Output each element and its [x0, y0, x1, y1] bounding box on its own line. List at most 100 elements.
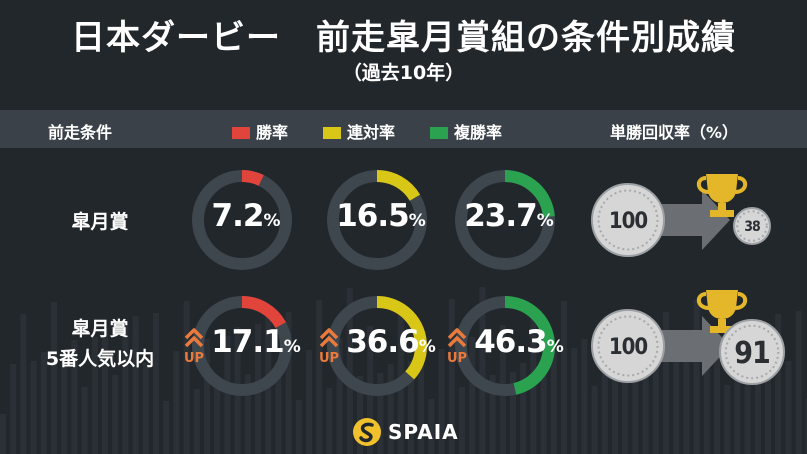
up-text: UP [319, 351, 339, 366]
background-bar [663, 312, 669, 454]
trophy-part [718, 203, 726, 210]
value-number: 17.1 [211, 324, 284, 360]
background-bar [683, 350, 690, 454]
background-bar [479, 287, 486, 454]
header-condition: 前走条件 [48, 123, 113, 142]
background-bar [102, 328, 108, 454]
coin-face [719, 319, 785, 385]
trophy-icon [696, 174, 748, 217]
background-bar [612, 327, 618, 454]
legend-place2-label: 連対率 [347, 123, 396, 142]
ring-arc-place2 [327, 296, 427, 396]
legend-win: 勝率 [232, 119, 288, 143]
background-bar [775, 314, 782, 454]
background-bar [805, 399, 807, 454]
page-subtitle: （過去10年） [342, 62, 465, 84]
spaia-logo-icon [353, 418, 381, 446]
coin-rim [724, 324, 780, 380]
background-bar [122, 325, 129, 454]
background-bar [652, 362, 659, 454]
background-bar [703, 347, 710, 454]
value-number: 46.3 [474, 324, 547, 360]
background-bar [10, 364, 17, 454]
background-bar [214, 386, 221, 454]
coin-face [591, 183, 665, 257]
background-bar [346, 288, 353, 454]
coin-value: 38 [744, 219, 760, 235]
background-bar [91, 337, 98, 454]
arrow-icon [660, 190, 730, 250]
background-bar [244, 374, 251, 454]
row2-label-line2: 5番人気以内 [45, 348, 155, 370]
background-bar [153, 313, 159, 454]
value-number: 36.6 [346, 324, 419, 360]
background-bar [428, 399, 435, 454]
value-label-place3-row1: 23.7% [449, 198, 569, 234]
background-bar [30, 361, 37, 454]
legend-place2-swatch [323, 127, 341, 139]
legend-place3-label: 複勝率 [454, 123, 503, 142]
up-chevron [184, 336, 204, 348]
background-bar [0, 414, 6, 454]
trophy-handle [696, 176, 710, 194]
ring-arc-place3 [455, 296, 555, 396]
background-bar [469, 337, 476, 454]
background-bar [765, 323, 771, 454]
return-coin-row1: 38 [733, 207, 771, 245]
up-text: UP [184, 351, 204, 366]
up-icon: UP [184, 328, 204, 366]
up-icon: UP [319, 328, 339, 366]
background-bar [510, 372, 516, 454]
background-bar [642, 371, 649, 454]
legend-place2: 連対率 [323, 119, 395, 143]
background-bar [438, 349, 445, 454]
return-coin-row2: 91 [719, 319, 785, 385]
background-bar [622, 374, 629, 454]
ring-win-row2 [192, 296, 292, 396]
background-bar [204, 339, 210, 454]
up-chevron [447, 336, 467, 348]
percent-sign: % [283, 337, 301, 357]
trophy-part [718, 319, 726, 326]
ring-place3-row1 [455, 170, 555, 270]
background-bar [163, 401, 170, 454]
trophy-part [706, 290, 738, 319]
legend-win-label: 勝率 [256, 123, 289, 142]
coin-value: 91 [734, 336, 770, 371]
background-bar [550, 351, 557, 454]
value-number: 23.7 [464, 198, 537, 234]
legend-win-swatch [232, 127, 250, 139]
background-bar [785, 361, 792, 454]
background-bar [571, 348, 578, 454]
ring-win-row1 [192, 170, 292, 270]
background-bar [601, 336, 608, 454]
background-bar [489, 375, 496, 454]
coin-value: 100 [609, 209, 648, 234]
up-icon: UP [447, 328, 467, 366]
background-bar [306, 350, 312, 454]
background-bar [357, 376, 363, 454]
ring-place2-row1 [327, 170, 427, 270]
trophy-part [706, 174, 738, 203]
row1-label-line1: 皐月賞 [71, 211, 129, 233]
background-bar [387, 364, 394, 454]
up-chevron [447, 328, 467, 340]
background-bar [418, 352, 425, 454]
background-bar [173, 351, 180, 454]
legend-place3: 複勝率 [430, 119, 502, 143]
background-bar [408, 361, 414, 454]
background-bar [142, 363, 149, 454]
background-bar [285, 312, 292, 454]
background-bar [561, 301, 567, 454]
value-label-place2-row2: 36.6% [331, 324, 451, 360]
value-label-place2-row1: 16.5% [321, 198, 441, 234]
ring-arc-place3 [455, 170, 555, 270]
background-bar [734, 335, 741, 454]
header-band: 前走条件 勝率 連対率 複勝率 単勝回収率（%） [0, 110, 807, 148]
coin-value: 100 [609, 335, 648, 360]
background-bar [40, 352, 47, 454]
ring-arc-win [192, 170, 292, 270]
header-return: 単勝回収率（%） [610, 123, 739, 142]
background-bar [81, 387, 88, 454]
ring-place3-row2 [455, 296, 555, 396]
